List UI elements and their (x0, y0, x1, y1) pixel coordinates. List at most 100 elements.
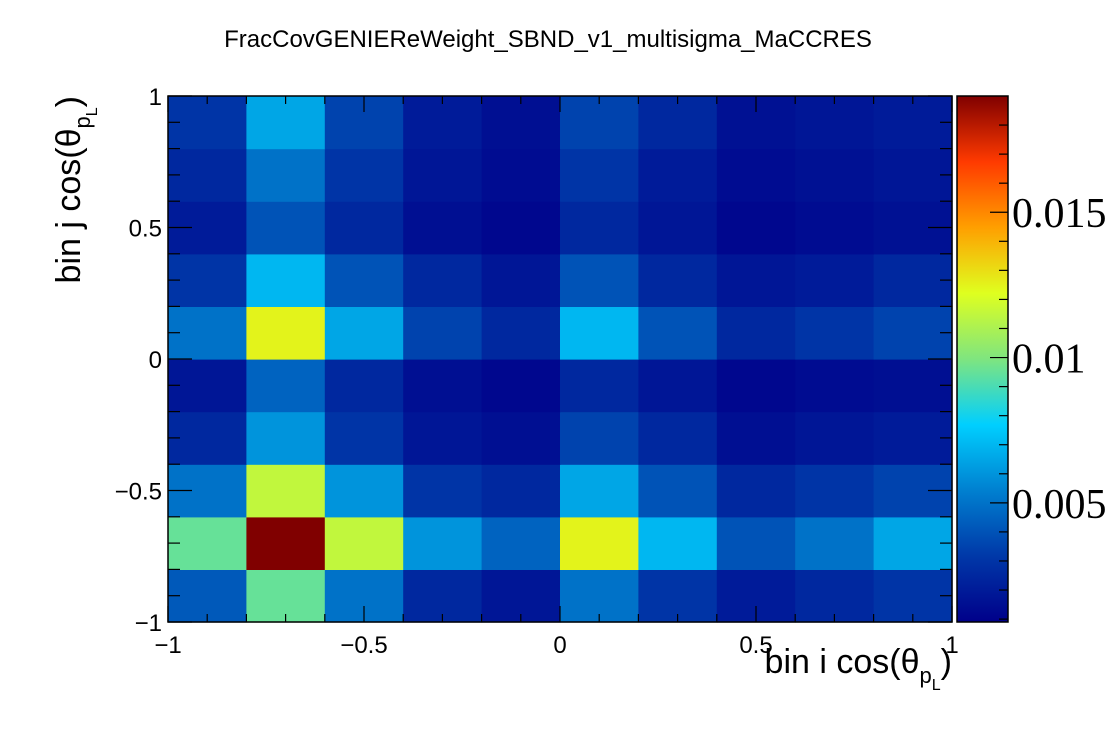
y-tick-label: 0.5 (129, 216, 162, 243)
heatmap-cell (168, 253, 247, 307)
heatmap-cell (324, 253, 404, 307)
x-tick-label: 1 (945, 632, 958, 659)
heatmap-cell (246, 411, 326, 465)
heatmap-cell (246, 359, 326, 413)
heatmap-cell (324, 359, 404, 413)
heatmap-cell (716, 464, 796, 518)
heatmap-cell (716, 201, 796, 255)
chart-title: FracCovGENIEReWeight_SBND_v1_multisigma_… (224, 26, 872, 53)
heatmap-cell (403, 306, 483, 360)
heatmap-cell (560, 96, 639, 150)
heatmap-cell (638, 201, 718, 255)
heatmap-cell (403, 253, 483, 307)
heatmap-cell (168, 411, 247, 465)
heatmap-cell (795, 464, 875, 518)
heatmap-cell (873, 306, 953, 360)
heatmap-cell (481, 359, 561, 413)
heatmap-cell (403, 148, 483, 202)
heatmap-cell (560, 253, 639, 307)
heatmap-cell (560, 516, 639, 570)
colorbar-ticks: 0.005 0.01 0.015 (990, 124, 1107, 620)
x-tick-label: −1 (154, 632, 181, 659)
heatmap-cell (246, 201, 326, 255)
heatmap-cell (246, 516, 326, 570)
x-tick-label: −0.5 (340, 632, 387, 659)
heatmap-cell (795, 411, 875, 465)
heatmap-cells (168, 96, 953, 623)
heatmap-cell (716, 306, 796, 360)
heatmap-cell (168, 96, 247, 150)
colorbar (956, 95, 1009, 623)
y-axis-label-close: ) (50, 96, 88, 107)
heatmap-cell (873, 148, 953, 202)
heatmap-cell (481, 411, 561, 465)
heatmap-cell (795, 253, 875, 307)
heatmap-cell (638, 411, 718, 465)
heatmap-cell (324, 148, 404, 202)
heatmap-cell (324, 516, 404, 570)
heatmap-cell (873, 96, 953, 150)
y-axis-ticks: −1 −0.5 0 0.5 1 (115, 84, 952, 637)
heatmap-cell (873, 516, 953, 570)
heatmap-cell (403, 464, 483, 518)
x-axis-label-subsub: L (932, 677, 941, 694)
heatmap-cell (560, 411, 639, 465)
heatmap-cell (638, 96, 718, 150)
heatmap-cell (716, 411, 796, 465)
heatmap-cell (638, 464, 718, 518)
heatmap-cell (716, 148, 796, 202)
heatmap-cell (246, 464, 326, 518)
heatmap-cell (246, 306, 326, 360)
heatmap-cell (560, 359, 639, 413)
heatmap-cell (716, 359, 796, 413)
heatmap-cell (168, 359, 247, 413)
heatmap-cell (795, 148, 875, 202)
heatmap-cell (246, 148, 326, 202)
heatmap-cell (168, 569, 247, 623)
y-axis-label-main: bin j cos(θ (50, 128, 88, 283)
heatmap-cell (403, 411, 483, 465)
heatmap-cell (324, 411, 404, 465)
x-axis-label-close: ) (941, 643, 952, 681)
x-axis-label-main: bin i cos(θ (765, 643, 920, 681)
heatmap-cell (638, 148, 718, 202)
heatmap-cell (638, 516, 718, 570)
y-axis-label-sub: p (70, 116, 95, 128)
heatmap-cell (873, 569, 953, 623)
heatmap-cell (560, 148, 639, 202)
y-axis-label-subsub: L (84, 107, 101, 116)
heatmap-cell (716, 253, 796, 307)
x-tick-label: 0.5 (739, 632, 772, 659)
heatmap-cell (638, 569, 718, 623)
heatmap-cell (873, 253, 953, 307)
heatmap-cell (168, 148, 247, 202)
heatmap-cell (324, 306, 404, 360)
heatmap-cell (795, 359, 875, 413)
colorbar-tick-label: 0.01 (1012, 337, 1086, 383)
heatmap-cell (638, 306, 718, 360)
heatmap-cell (481, 253, 561, 307)
heatmap-cell (403, 201, 483, 255)
heatmap-cell (873, 411, 953, 465)
x-axis-ticks: −1 −0.5 0 0.5 1 (154, 96, 959, 659)
y-tick-label: 1 (149, 84, 162, 111)
heatmap-cell (638, 253, 718, 307)
heatmap-cell (481, 201, 561, 255)
heatmap-cell (481, 96, 561, 150)
heatmap-cell (716, 516, 796, 570)
heatmap-cell (246, 96, 326, 150)
heatmap-cell (560, 201, 639, 255)
y-tick-label: −0.5 (115, 479, 162, 506)
heatmap-cell (560, 464, 639, 518)
heatmap-cell (324, 464, 404, 518)
heatmap-cell (795, 306, 875, 360)
heatmap-cell (560, 569, 639, 623)
y-axis-label: bin j cos(θpL) (50, 96, 101, 283)
colorbar-tick-label: 0.005 (1012, 482, 1107, 528)
heatmap-cell (324, 201, 404, 255)
heatmap-cell (638, 359, 718, 413)
x-axis-label: bin i cos(θpL) (765, 643, 952, 694)
heatmap-cell (403, 569, 483, 623)
heatmap-cell (246, 569, 326, 623)
